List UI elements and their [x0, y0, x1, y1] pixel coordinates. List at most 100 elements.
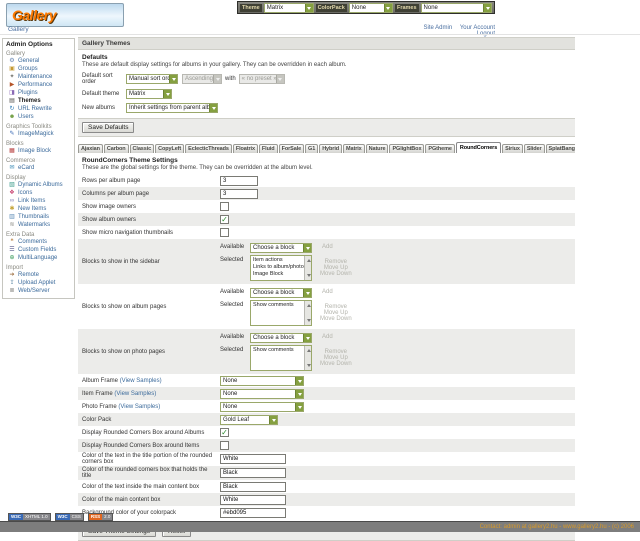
photo-frame-select[interactable]: None [220, 401, 304, 412]
tab-pgtheme[interactable]: PGtheme [425, 144, 455, 153]
tab-pglightbox[interactable]: PGlightBox [389, 144, 425, 153]
sidebar-item-remote[interactable]: ➔ Remote [9, 272, 40, 278]
sidebar-item-dynamic-albums[interactable]: ▧ Dynamic Albums [9, 182, 63, 188]
tab-ajaxian[interactable]: Ajaxian [78, 144, 103, 153]
photo-selected-blocks-listbox[interactable]: Show comments [250, 345, 312, 371]
album-frame-view-samples-link[interactable]: (View Samples) [119, 377, 162, 384]
list-item[interactable]: Links to album/photo peers [253, 264, 311, 270]
sidebar-item-upload-applet[interactable]: ⇪ Upload Applet [9, 280, 56, 286]
theme-select[interactable]: Matrix [263, 2, 314, 13]
rc-items-checkbox[interactable] [220, 441, 229, 450]
site-admin-link[interactable]: Site Admin [423, 25, 453, 31]
photo-move-down-button[interactable]: Move Down [320, 361, 352, 367]
sidebar-add-button[interactable]: Add [322, 244, 333, 250]
album-move-down-button[interactable]: Move Down [320, 316, 352, 322]
sidebar-move-down-button[interactable]: Move Down [320, 271, 352, 277]
album-remove-button[interactable]: Remove [324, 304, 348, 310]
list-item[interactable]: Image Block [253, 271, 284, 277]
album-move-up-button[interactable]: Move Up [323, 310, 348, 316]
list-item[interactable]: Show comments [253, 347, 294, 353]
sidebar-item-url-rewrite[interactable]: ↻ URL Rewrite [9, 106, 52, 112]
sidebar-item-maintenance[interactable]: ✦ Maintenance [9, 74, 53, 80]
sidebar-item-groups[interactable]: ▣ Groups [9, 66, 38, 72]
sidebar-item-new-items[interactable]: ✱ New Items [9, 206, 47, 212]
sidebar-item-link-items[interactable]: ∞ Link Items [9, 198, 46, 204]
tab-siriux[interactable]: Siriux [502, 144, 523, 153]
listbox-scrollbar[interactable] [304, 301, 311, 325]
show-album-owners-checkbox[interactable]: ✓ [220, 215, 229, 224]
list-item[interactable]: Show comments [253, 302, 294, 308]
item-frame-select[interactable]: None [220, 388, 304, 399]
tab-copyleft[interactable]: CopyLeft [155, 144, 185, 153]
color-pack-select[interactable]: Gold Leaf [220, 414, 278, 425]
sort-preset-select[interactable]: « no preset » [238, 74, 285, 84]
sidebar-item-imagemagick[interactable]: ✎ ImageMagick [9, 131, 54, 137]
sidebar-item-ecard[interactable]: ✉ eCard [9, 165, 35, 171]
tab-splatbang[interactable]: SplatBang [545, 144, 575, 153]
new-albums-select[interactable]: Inherit settings from parent album [126, 103, 218, 113]
breadcrumb[interactable]: Gallery [8, 26, 29, 33]
sidebar-remove-button[interactable]: Remove [324, 259, 348, 265]
tab-matrix[interactable]: Matrix [343, 144, 365, 153]
colorpack-select[interactable]: None [348, 2, 393, 13]
sidebar-item-themes[interactable]: ▤ Themes [9, 98, 41, 104]
footer-contact[interactable]: Contact: admin at gallery2.hu - www.gall… [479, 524, 634, 530]
rc-albums-checkbox[interactable]: ✓ [220, 428, 229, 437]
css-badge[interactable]: W3C CSS [54, 513, 84, 521]
sidebar-item-plugins[interactable]: ◨ Plugins [9, 90, 38, 96]
album-add-button[interactable]: Add [322, 289, 333, 295]
colorpack-bg-input[interactable]: #ebd095 [220, 507, 286, 518]
album-selected-blocks-listbox[interactable]: Show comments [250, 300, 312, 326]
photo-add-button[interactable]: Add [322, 334, 333, 340]
tab-g1[interactable]: G1 [305, 144, 319, 153]
tab-classic[interactable]: Classic [129, 144, 155, 153]
sidebar-selected-blocks-listbox[interactable]: Item actions Links to album/photo peers … [250, 255, 312, 281]
content-text-color-input[interactable]: Black [220, 481, 286, 492]
frames-select[interactable]: None [420, 2, 492, 13]
listbox-scrollbar[interactable] [304, 256, 311, 280]
title-box-color-input[interactable]: Black [220, 468, 286, 478]
tab-nature[interactable]: Nature [365, 144, 389, 153]
gallery-logo[interactable]: Gallery [6, 3, 124, 27]
sidebar-item-image-block[interactable]: ▦ Image Block [9, 148, 52, 154]
rows-per-page-input[interactable]: 3 [220, 175, 258, 186]
list-item[interactable]: Item actions [253, 257, 283, 263]
sidebar-item-thumbnails[interactable]: ▥ Thumbnails [9, 214, 50, 220]
columns-per-page-input[interactable]: 3 [220, 188, 258, 199]
show-micro-nav-checkbox[interactable] [220, 228, 229, 237]
save-defaults-button[interactable]: Save Defaults [82, 122, 135, 133]
photo-frame-view-samples-link[interactable]: (View Samples) [118, 403, 161, 410]
sidebar-choose-block-select[interactable]: Choose a block [250, 243, 312, 253]
sidebar-item-general[interactable]: ⚙ General [9, 58, 40, 64]
item-frame-view-samples-link[interactable]: (View Samples) [114, 390, 157, 397]
default-sort-order-select[interactable]: Manual sort order [126, 74, 178, 84]
tab-slider[interactable]: Slider [523, 144, 545, 153]
sort-direction-select[interactable]: Ascending [182, 74, 222, 84]
your-account-link[interactable]: Your Account [459, 25, 495, 31]
tab-hybrid[interactable]: Hybrid [319, 144, 343, 153]
xhtml-badge[interactable]: W3C XHTML 1.0 [8, 513, 51, 521]
sidebar-item-web-server[interactable]: ≣ Web/Server [9, 288, 50, 294]
listbox-scrollbar[interactable] [304, 346, 311, 370]
sidebar-item-comments[interactable]: ❝ Comments [6, 238, 74, 246]
tab-roundcorners[interactable]: RoundCorners [455, 142, 502, 153]
tab-floatrix[interactable]: Floatrix [232, 144, 258, 153]
title-text-color-input[interactable]: White [220, 454, 286, 464]
photo-remove-button[interactable]: Remove [324, 349, 348, 355]
album-choose-block-select[interactable]: Choose a block [250, 288, 312, 298]
album-frame-select[interactable]: None [220, 375, 304, 386]
sidebar-item-watermarks[interactable]: ≋ Watermarks [9, 222, 51, 228]
tab-carbon[interactable]: Carbon [103, 144, 129, 153]
photo-move-up-button[interactable]: Move Up [323, 355, 348, 361]
sidebar-item-custom-fields[interactable]: ☰ Custom Fields [9, 247, 57, 253]
photo-choose-block-select[interactable]: Choose a block [250, 333, 312, 343]
tab-forsale[interactable]: ForSale [278, 144, 305, 153]
rss-badge[interactable]: RSS 2.0 [87, 513, 114, 521]
tab-eclecticthreads[interactable]: EclecticThreads [185, 144, 232, 153]
tab-fluid[interactable]: Fluid [258, 144, 278, 153]
sidebar-item-icons[interactable]: ❖ Icons [9, 190, 33, 196]
sidebar-move-up-button[interactable]: Move Up [323, 265, 348, 271]
sidebar-item-performance[interactable]: ▶ Performance [9, 82, 53, 88]
default-theme-select[interactable]: Matrix [126, 89, 172, 99]
sidebar-item-users[interactable]: ☻ Users [8, 114, 34, 120]
